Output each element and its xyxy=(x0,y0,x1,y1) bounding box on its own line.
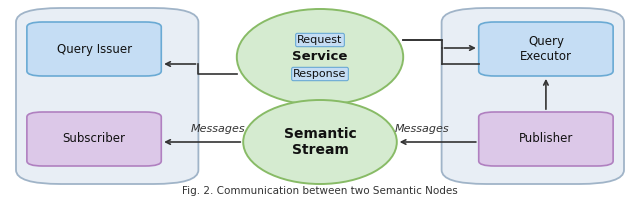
FancyBboxPatch shape xyxy=(479,22,613,76)
Text: Response: Response xyxy=(293,69,347,79)
Text: Request: Request xyxy=(298,35,342,45)
Text: Semantic Node: Semantic Node xyxy=(483,121,582,134)
FancyBboxPatch shape xyxy=(27,112,161,166)
Ellipse shape xyxy=(243,100,397,184)
Text: Service: Service xyxy=(292,50,348,64)
Text: Subscriber: Subscriber xyxy=(63,132,125,146)
Text: Messages: Messages xyxy=(190,124,245,134)
FancyBboxPatch shape xyxy=(442,8,624,184)
Text: Semantic
Stream: Semantic Stream xyxy=(284,127,356,157)
Text: Fig. 2. Communication between two Semantic Nodes: Fig. 2. Communication between two Semant… xyxy=(182,186,458,196)
FancyBboxPatch shape xyxy=(479,112,613,166)
Ellipse shape xyxy=(237,9,403,105)
FancyBboxPatch shape xyxy=(27,22,161,76)
Text: Query
Executor: Query Executor xyxy=(520,35,572,63)
Text: Query Issuer: Query Issuer xyxy=(56,43,132,55)
FancyBboxPatch shape xyxy=(16,8,198,184)
Text: Publisher: Publisher xyxy=(519,132,573,146)
Text: Messages: Messages xyxy=(395,124,450,134)
Text: Semantic Node: Semantic Node xyxy=(58,121,157,134)
